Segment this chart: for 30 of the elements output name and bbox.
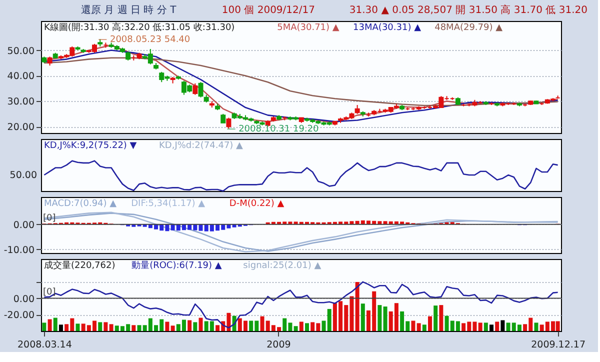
text: 5MA(30.71) ▲ <box>277 23 340 33</box>
text: 48MA(29.79) ▲ <box>434 23 503 33</box>
text: 成交量(220,762) <box>44 260 116 271</box>
y-tick-label: 0.00 <box>13 220 34 231</box>
text: 還原 月 週 日 時 分 T <box>81 4 178 16</box>
text: 100 個 2009/12/17 <box>222 5 315 16</box>
y-tick-label: 0.00 <box>13 294 34 305</box>
annotation: — 2008.10.31 19.20 <box>226 124 319 135</box>
chart-title: K線圖(開:31.30 高:32.20 低:31.05 收:31.30) <box>44 22 235 33</box>
y-tick-label: 50.00 <box>7 46 34 57</box>
ref-line-label: [0] <box>43 287 56 298</box>
y-tick-label: -10.00 <box>4 244 34 256</box>
y-tick-label: 20.00 <box>7 122 34 134</box>
annotation: — 2008.05.23 54.40 <box>98 35 190 46</box>
series-label: D-M(0.22) ▲ <box>229 199 284 209</box>
series-label: DIF:5,34(1.17) ▲ <box>131 199 206 209</box>
text: 13MA(30.31) ▲ <box>353 23 422 33</box>
series-label: MACD:7(0.94) ▲ <box>44 199 117 209</box>
x-tick-label: 2009.12.17 <box>531 340 586 350</box>
text: 動量(ROC):6(7.19) ▲ <box>132 260 222 271</box>
series-label: KD,J%K:9,2(75.22) ▼ <box>44 141 137 151</box>
text: KD,J%d:2(74.47) ▲ <box>159 141 244 151</box>
text: 31.30 ▲ 0.05 28,507 開 31.50 高 31.70 低 31.20 <box>349 4 588 16</box>
ref-line-label: [0] <box>43 213 56 224</box>
x-tick-label: 2008.03.14 <box>17 340 72 350</box>
y-tick-label: 40.00 <box>7 71 34 82</box>
y-tick-label: 30.00 <box>7 96 34 108</box>
annotation: signal:25(2.01) ▲ <box>243 261 322 271</box>
y-tick-label: -20.00 <box>4 310 34 322</box>
x-tick-label: 2009 <box>266 340 291 350</box>
